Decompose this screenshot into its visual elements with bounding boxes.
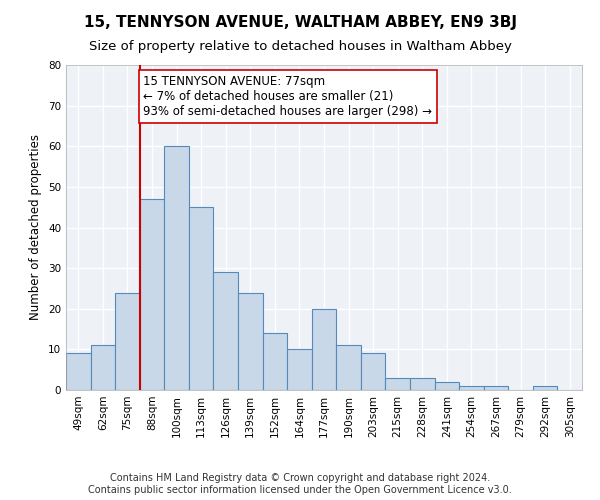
- Y-axis label: Number of detached properties: Number of detached properties: [29, 134, 43, 320]
- Bar: [189, 207, 214, 390]
- Bar: [312, 308, 336, 390]
- Text: 15, TENNYSON AVENUE, WALTHAM ABBEY, EN9 3BJ: 15, TENNYSON AVENUE, WALTHAM ABBEY, EN9 …: [83, 15, 517, 30]
- Bar: [484, 386, 508, 390]
- Bar: [459, 386, 484, 390]
- Bar: [434, 382, 459, 390]
- Bar: [385, 378, 410, 390]
- Bar: [140, 199, 164, 390]
- Bar: [336, 346, 361, 390]
- Bar: [361, 354, 385, 390]
- Bar: [238, 292, 263, 390]
- Bar: [410, 378, 434, 390]
- Bar: [263, 333, 287, 390]
- Bar: [214, 272, 238, 390]
- Text: 15 TENNYSON AVENUE: 77sqm
← 7% of detached houses are smaller (21)
93% of semi-d: 15 TENNYSON AVENUE: 77sqm ← 7% of detach…: [143, 75, 433, 118]
- Text: Contains HM Land Registry data © Crown copyright and database right 2024.
Contai: Contains HM Land Registry data © Crown c…: [88, 474, 512, 495]
- Bar: [66, 354, 91, 390]
- Bar: [115, 292, 140, 390]
- Bar: [91, 346, 115, 390]
- Bar: [287, 350, 312, 390]
- Bar: [533, 386, 557, 390]
- Bar: [164, 146, 189, 390]
- Text: Size of property relative to detached houses in Waltham Abbey: Size of property relative to detached ho…: [89, 40, 511, 53]
